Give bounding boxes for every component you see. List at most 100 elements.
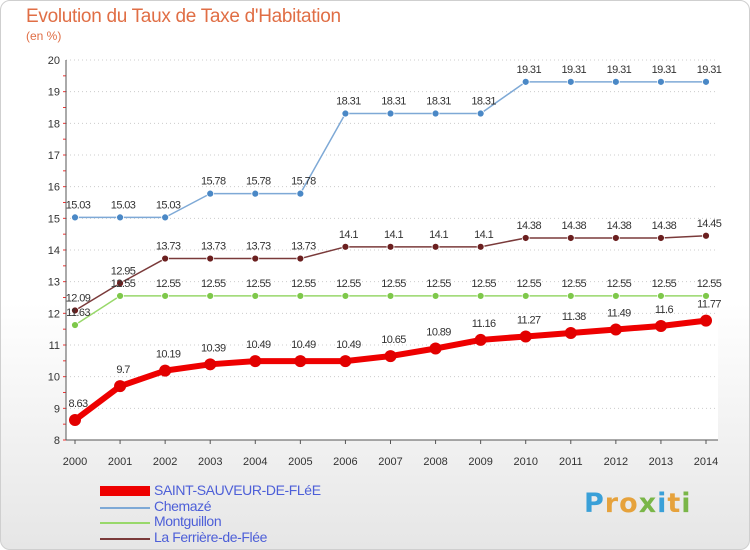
data-point xyxy=(71,321,79,329)
data-point xyxy=(206,292,215,300)
legend-item-saint-sauveur: SAINT-SAUVEUR-DE-FLéE xyxy=(100,482,400,498)
x-tick-label: 2002 xyxy=(153,456,177,468)
data-point xyxy=(564,326,577,339)
data-point xyxy=(611,77,620,86)
legend-label: SAINT-SAUVEUR-DE-FLéE xyxy=(154,482,321,498)
legend-item-la-ferriere: La Ferrière-de-Flée xyxy=(100,529,400,545)
data-point xyxy=(341,292,350,300)
data-label: 15.78 xyxy=(201,176,226,188)
legend-label: Chemazé xyxy=(154,498,212,514)
data-point xyxy=(114,380,127,393)
data-point xyxy=(384,350,397,363)
data-label: 12.55 xyxy=(201,278,226,290)
data-point xyxy=(654,320,667,332)
x-tick-label: 2008 xyxy=(423,456,447,468)
data-point xyxy=(386,242,395,251)
data-label: 14.1 xyxy=(339,229,358,241)
data-label: 12.55 xyxy=(381,278,406,290)
data-label: 11.77 xyxy=(697,299,721,311)
data-label: 13.73 xyxy=(201,241,226,253)
data-point xyxy=(386,292,395,300)
data-label: 13.73 xyxy=(246,241,271,253)
data-label: 15.78 xyxy=(246,176,271,188)
data-point xyxy=(474,333,487,346)
data-point xyxy=(702,231,710,240)
data-label: 19.31 xyxy=(652,64,677,76)
data-label: 19.31 xyxy=(516,64,541,76)
y-tick-label: 12 xyxy=(48,308,60,320)
data-point xyxy=(296,254,305,263)
data-label: 12.55 xyxy=(246,278,271,290)
data-label: 14.1 xyxy=(429,229,448,241)
data-label: 14.38 xyxy=(516,220,541,232)
data-point xyxy=(249,355,262,368)
x-tick-label: 2014 xyxy=(694,456,718,468)
data-point xyxy=(431,292,440,300)
data-point xyxy=(386,109,395,118)
data-point xyxy=(204,358,217,371)
x-tick-label: 2001 xyxy=(108,456,132,468)
x-tick-label: 2004 xyxy=(243,456,267,468)
data-label: 10.65 xyxy=(381,334,406,346)
data-point xyxy=(476,242,485,251)
data-label: 10.19 xyxy=(156,349,181,361)
legend-swatch xyxy=(100,522,150,524)
data-label: 10.39 xyxy=(201,342,226,354)
x-tick-label: 2007 xyxy=(378,456,402,468)
data-point xyxy=(161,292,170,300)
data-point xyxy=(296,292,305,300)
data-label: 12.55 xyxy=(516,278,541,290)
line-chart: 8 9 10 11 12 13 14 15 16 17 18 19 20 2000 2001 2002 2003… xyxy=(48,55,723,468)
data-label: 11.16 xyxy=(472,318,496,330)
data-point xyxy=(431,242,440,251)
data-label: 14.1 xyxy=(474,229,493,241)
data-point xyxy=(700,314,712,327)
data-label: 9.7 xyxy=(116,364,130,376)
data-label: 19.31 xyxy=(607,64,632,76)
data-label: 10.49 xyxy=(336,339,361,351)
data-label: 12.95 xyxy=(111,265,136,277)
legend-item-chemaze: Chemazé xyxy=(100,498,400,514)
data-label: 12.55 xyxy=(697,278,722,290)
data-label: 12.55 xyxy=(471,278,496,290)
data-point xyxy=(657,292,665,300)
data-label: 11.49 xyxy=(607,307,631,319)
data-point xyxy=(159,364,172,377)
data-point xyxy=(116,279,124,288)
data-point xyxy=(702,77,710,86)
logo-letter: r xyxy=(604,488,620,519)
data-point xyxy=(116,213,124,222)
data-point xyxy=(251,292,260,300)
data-label: 12.55 xyxy=(562,278,587,290)
data-label: 15.78 xyxy=(291,176,316,188)
data-label: 12.55 xyxy=(156,278,181,290)
x-tick-label: 2005 xyxy=(288,456,312,468)
y-tick-label: 8 xyxy=(54,435,60,447)
data-point xyxy=(566,292,575,300)
data-label: 12.55 xyxy=(336,278,361,290)
legend-swatch xyxy=(100,507,150,509)
x-tick-label: 2006 xyxy=(333,456,357,468)
y-tick-label: 19 xyxy=(48,87,60,99)
data-point xyxy=(161,213,170,222)
data-point xyxy=(341,242,350,251)
y-tick-label: 16 xyxy=(48,182,60,194)
data-label: 11.6 xyxy=(655,304,674,316)
x-tick-label: 2003 xyxy=(198,456,222,468)
data-point xyxy=(251,254,260,263)
y-tick-label: 14 xyxy=(48,245,60,257)
y-tick-label: 13 xyxy=(48,277,60,289)
data-label: 19.31 xyxy=(697,64,722,76)
data-point xyxy=(339,355,352,368)
legend-swatch xyxy=(100,486,150,496)
y-tick-label: 17 xyxy=(48,150,60,162)
data-label: 11.63 xyxy=(66,307,90,319)
data-label: 8.63 xyxy=(68,398,87,410)
data-point xyxy=(429,342,442,355)
data-label: 19.31 xyxy=(562,64,587,76)
y-tick-label: 18 xyxy=(48,118,60,130)
data-label: 15.03 xyxy=(66,199,91,211)
data-point xyxy=(609,323,622,336)
data-label: 14.38 xyxy=(607,220,632,232)
legend-item-montguillon: Montguillon xyxy=(100,513,400,529)
